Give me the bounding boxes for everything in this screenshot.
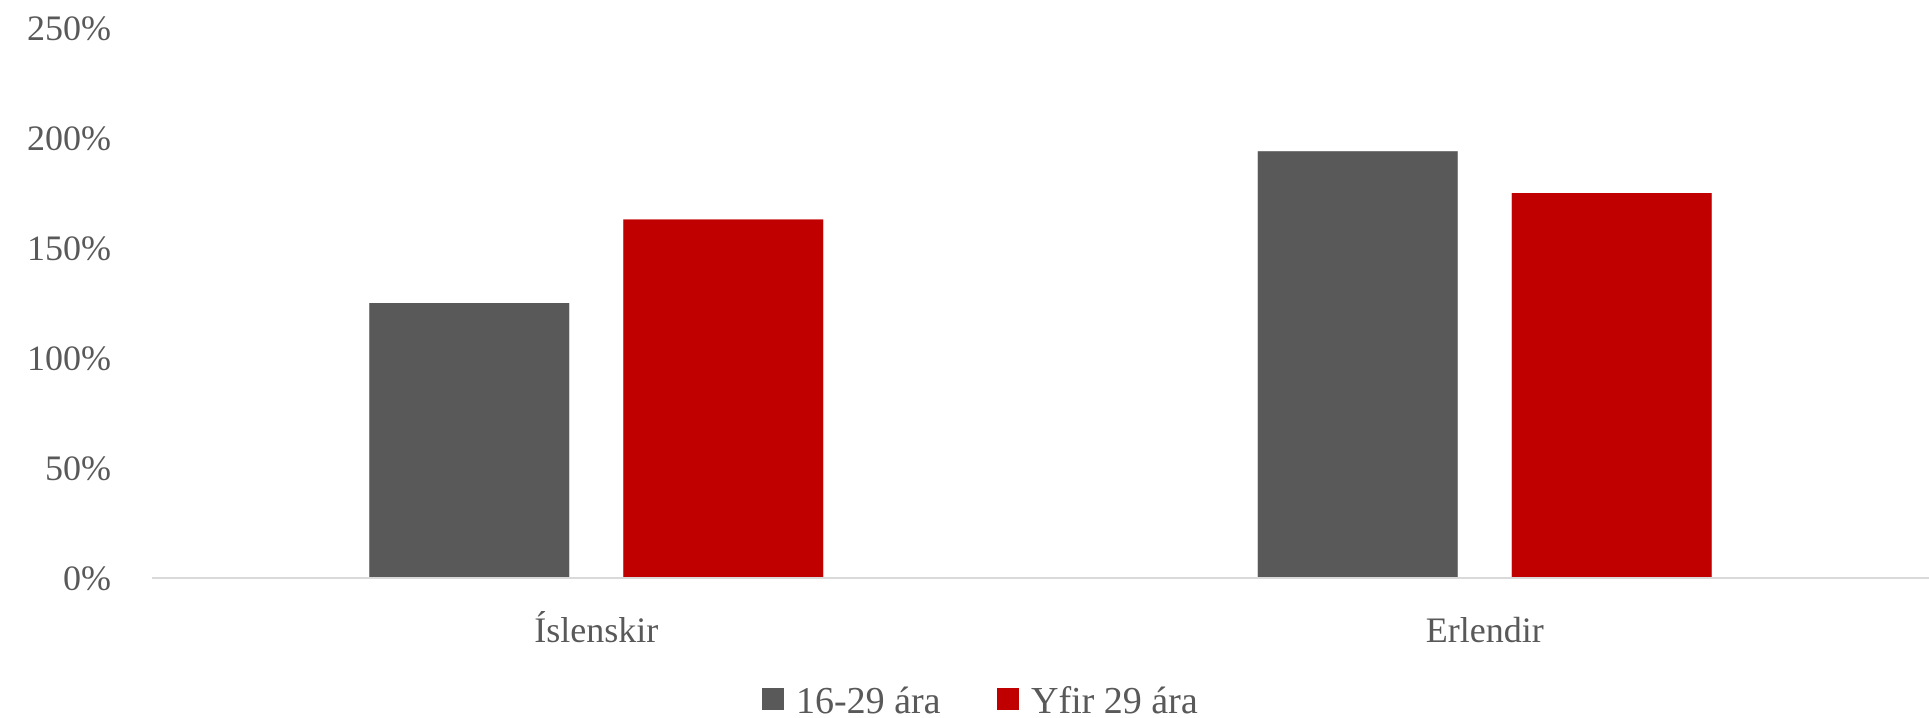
bar-series-1 (369, 303, 570, 578)
legend-swatch (997, 688, 1019, 710)
bars (369, 151, 1712, 578)
x-axis-categories: Íslenskir Erlendir (534, 610, 1543, 650)
x-category-label: Erlendir (1426, 610, 1544, 650)
legend-swatch (762, 688, 784, 710)
y-tick-label: 100% (27, 338, 111, 378)
legend-label: Yfir 29 ára (1031, 680, 1198, 718)
bar-series-1 (1257, 151, 1458, 578)
legend: 16-29 ára Yfir 29 ára (762, 680, 1198, 718)
y-tick-label: 250% (27, 8, 111, 48)
bar-series-2 (1511, 193, 1712, 578)
y-tick-label: 200% (27, 118, 111, 158)
y-tick-label: 150% (27, 228, 111, 268)
y-tick-label: 0% (63, 558, 111, 598)
y-tick-label: 50% (45, 448, 111, 488)
x-category-label: Íslenskir (534, 610, 658, 650)
legend-label: 16-29 ára (796, 680, 941, 718)
bar-series-2 (623, 219, 824, 578)
y-axis-ticks: 0% 50% 100% 150% 200% 250% (27, 8, 111, 598)
